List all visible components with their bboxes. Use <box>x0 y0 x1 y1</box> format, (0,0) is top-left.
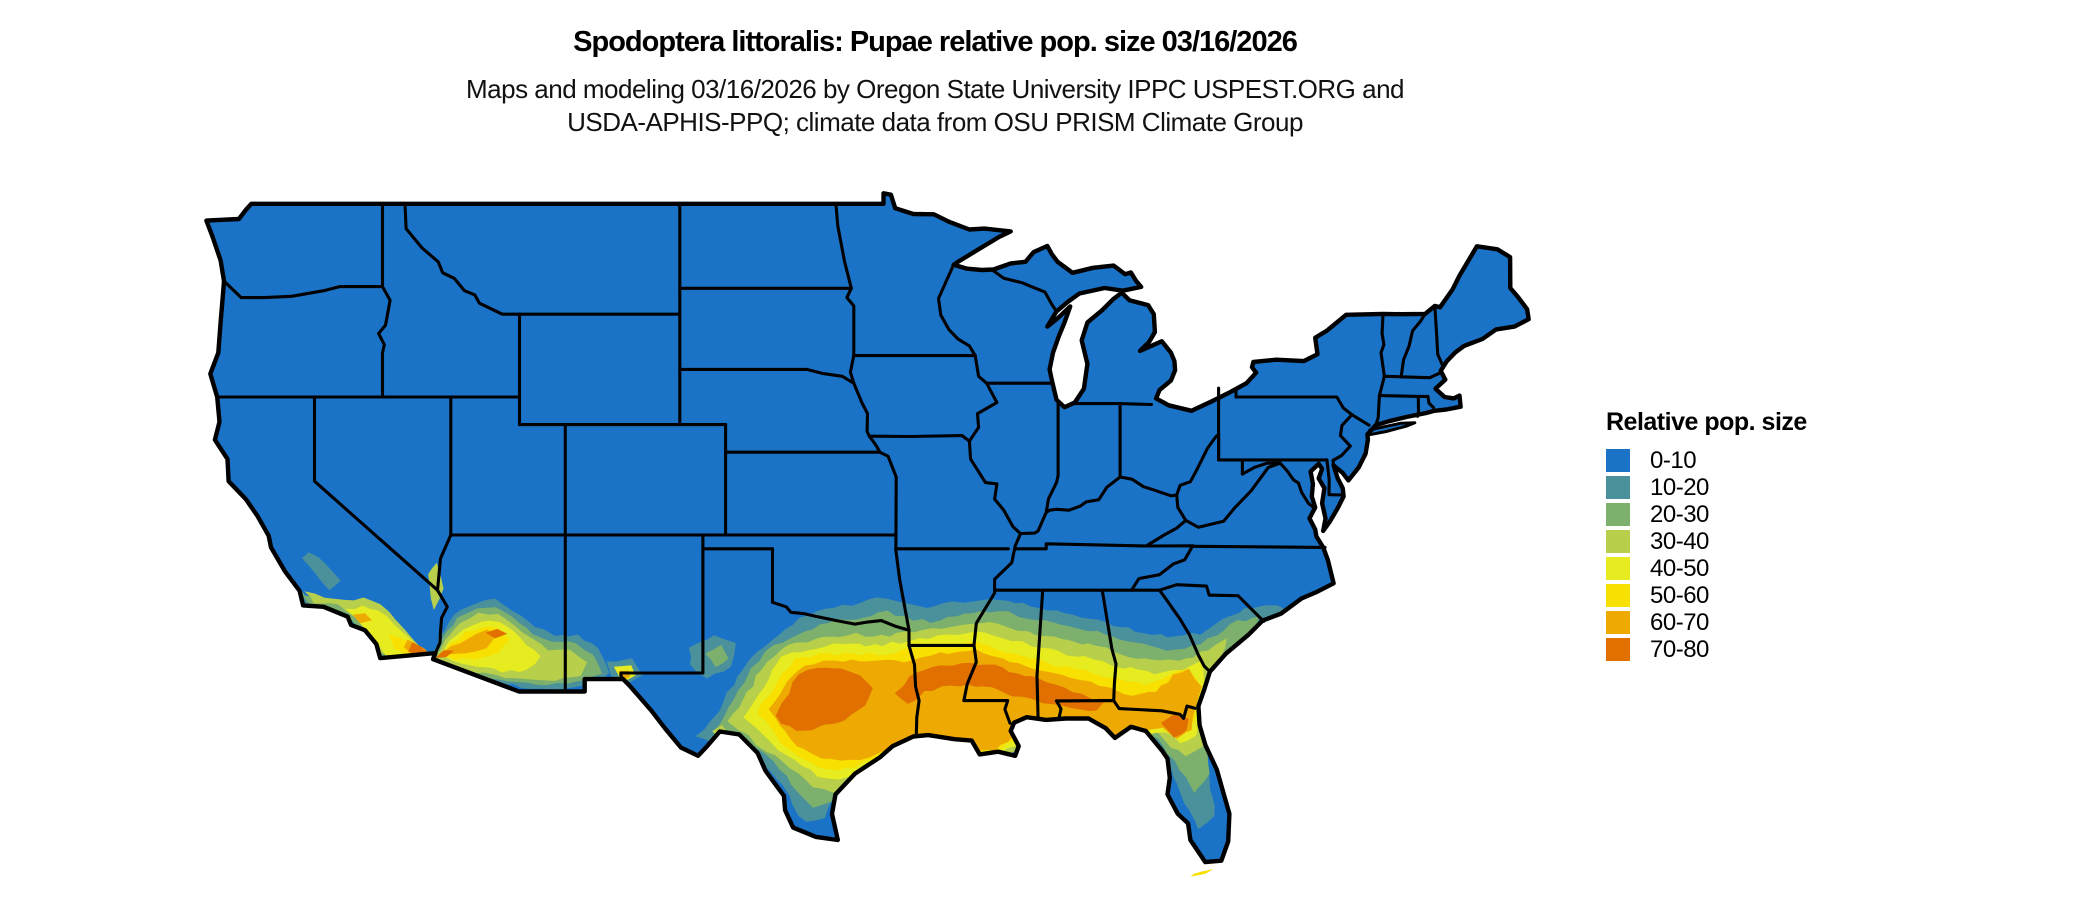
conus-outline <box>204 191 1531 865</box>
band-60-70 <box>440 629 497 655</box>
legend-item-70-80: 70-80 <box>1606 636 1807 663</box>
band-20-30 <box>705 644 729 668</box>
legend-item-0-10: 0-10 <box>1606 447 1807 474</box>
band-70-80 <box>894 662 1109 712</box>
state-borders <box>215 202 1446 737</box>
band-70-80 <box>435 650 454 658</box>
band-0-10-base <box>206 193 1529 863</box>
map-subtitle: Maps and modeling 03/16/2026 by Oregon S… <box>135 73 1735 139</box>
legend-swatch-30-40 <box>1606 530 1630 553</box>
florida-keys <box>1215 862 1221 868</box>
legend-swatch-70-80 <box>1606 638 1630 661</box>
legend-item-30-40: 30-40 <box>1606 528 1807 555</box>
legend-swatch-10-20 <box>1606 476 1630 499</box>
legend-label: 0-10 <box>1650 447 1697 474</box>
map-legend: Relative pop. size 0-10 10-20 20-30 30-40 40… <box>1606 408 1807 665</box>
legend-swatch-40-50 <box>1606 557 1630 580</box>
legend-items: 0-10 10-20 20-30 30-40 40-50 50-60 60-70 70-80 <box>1606 447 1807 663</box>
subtitle-line-1: Maps and modeling 03/16/2026 by Oregon S… <box>465 74 1405 104</box>
legend-item-60-70: 60-70 <box>1606 609 1807 636</box>
legend-swatch-50-60 <box>1606 584 1630 607</box>
map-raster <box>206 193 1529 863</box>
legend-item-10-20: 10-20 <box>1606 474 1807 501</box>
legend-swatch-20-30 <box>1606 503 1630 526</box>
subtitle-line-2: USDA-APHIS-PPQ; climate data from OSU PR… <box>567 107 1303 137</box>
legend-swatch-60-70 <box>1606 611 1630 634</box>
band-70-80 <box>775 667 873 731</box>
legend-item-50-60: 50-60 <box>1606 582 1807 609</box>
legend-label: 30-40 <box>1650 528 1709 555</box>
page-title: Spodoptera littoralis: Pupae relative po… <box>573 26 1298 58</box>
band-60-70 <box>352 613 372 624</box>
legend-label: 10-20 <box>1650 474 1709 501</box>
legend-item-40-50: 40-50 <box>1606 555 1807 582</box>
legend-label: 50-60 <box>1650 582 1709 609</box>
band-10-20 <box>302 552 341 591</box>
legend-item-20-30: 20-30 <box>1606 501 1807 528</box>
legend-label: 40-50 <box>1650 555 1709 582</box>
legend-swatch-0-10 <box>1606 449 1630 472</box>
legend-label: 20-30 <box>1650 501 1709 528</box>
legend-label: 70-80 <box>1650 636 1709 663</box>
legend-label: 60-70 <box>1650 609 1709 636</box>
band-70-80 <box>485 628 508 639</box>
band-70-80 <box>1160 712 1189 738</box>
legend-title: Relative pop. size <box>1606 408 1807 436</box>
florida-keys <box>1190 869 1214 877</box>
header: Spodoptera littoralis: Pupae relative po… <box>135 0 1735 139</box>
